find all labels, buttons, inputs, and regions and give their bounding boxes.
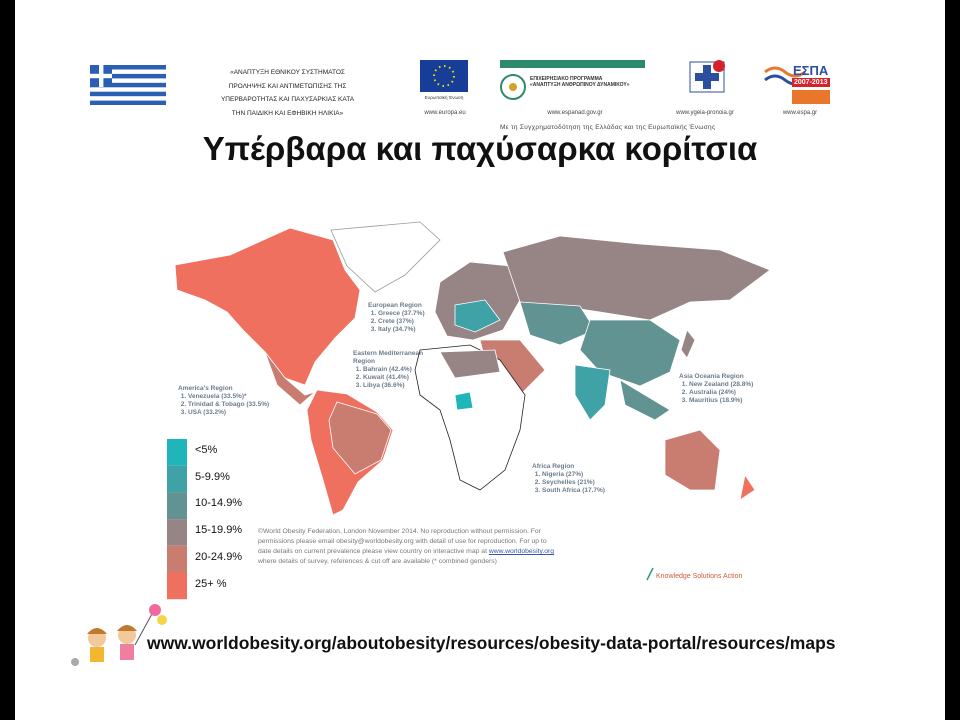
region-list: Greece (37.7%)Crete (37%)Italy (34.7%): [368, 310, 458, 334]
legend-label: 10-14.9%: [195, 497, 243, 510]
graphics: [71, 60, 830, 666]
copyright-link[interactable]: www.worldobesity.org: [488, 548, 555, 555]
region-name: European Region: [368, 302, 422, 309]
espanad-line: «ΑΝΑΠΤΥΞΗ ΑΝΘΡΩΠΙΝΟΥ ΔΥΝΑΜΙΚΟΥ»: [530, 82, 630, 88]
region-item: South Africa (17.7%): [542, 487, 632, 495]
greek-flag: [90, 65, 166, 105]
region-item: Venezuela (33.5%)*: [188, 393, 298, 401]
program-text: «ΑΝΑΠΤΥΞΗ ΕΘΝΙΚΟΥ ΣΥΣΤΗΜΑΤΟΣ ΠΡΟΛΗΨΗΣ ΚΑ…: [180, 66, 395, 120]
india: [574, 364, 611, 421]
region-item: Kuwait (41.4%): [363, 374, 443, 382]
nigeria: [454, 391, 474, 411]
program-line: ΠΡΟΛΗΨΗΣ ΚΑΙ ΑΝΤΙΜΕΤΩΠΙΣΗΣ ΤΗΣ: [228, 82, 347, 90]
legend-swatch: [167, 439, 187, 466]
title: Υπέρβαρα και παχύσαρκα κορίτσια: [202, 130, 758, 167]
copyright-line: where details of survey, references & cu…: [258, 558, 497, 565]
eu-caption: Ευρωπαϊκή Ένωση: [424, 95, 464, 100]
legend-swatch: [167, 465, 187, 493]
legend-label: 20-24.9%: [195, 550, 243, 563]
region-box: Africa RegionNigeria (27%)Seychelles (21…: [532, 463, 632, 495]
legend-swatch: [167, 545, 187, 573]
program-line: ΤΗΝ ΠΑΙΔΙΚΗ ΚΑΙ ΕΦΗΒΙΚΗ ΗΛΙΚΙΑ»: [231, 109, 344, 117]
region-item: Nigeria (27%): [542, 471, 632, 479]
region-box: America's RegionVenezuela (33.5%)*Trinid…: [178, 385, 298, 417]
copyright-text: date details on current prevalence pleas…: [258, 548, 487, 555]
region-item: Libya (36.6%): [363, 382, 443, 390]
region-box: European RegionGreece (37.7%)Crete (37%)…: [368, 302, 458, 334]
espa-name: ΕΣΠΑ: [793, 63, 829, 78]
eu-flag: [420, 60, 468, 92]
region-item: USA (33.2%): [188, 409, 298, 417]
header-link: www.europa.eu: [424, 110, 466, 116]
region-item: Greece (37.7%): [378, 310, 458, 318]
copyright-line: date details on current prevalence pleas…: [258, 547, 554, 557]
se-asia: [619, 379, 671, 421]
europe-teal: [454, 299, 501, 333]
espanad-line: ΕΠΙΧΕΙΡΗΣΙΑΚΟ ΠΡΟΓΡΑΜΜΑ: [530, 76, 603, 82]
espa-logo: [764, 66, 830, 104]
region-name: Eastern Mediterranean Region: [353, 350, 424, 365]
program-line: ΥΠΕΡΒΑΡΟΤΗΤΑΣ ΚΑΙ ΠΑΧΥΣΑΡΚΙΑΣ ΚΑΤΑ: [220, 96, 355, 103]
cofunding: Με τη Συγχρηματοδότηση της Ελλάδας και τ…: [500, 124, 716, 131]
copyright: ©World Obesity Federation, London Novemb…: [258, 527, 554, 567]
region-list: Bahrain (42.4%)Kuwait (41.4%)Libya (36.6…: [353, 366, 443, 390]
region-box: Eastern Mediterranean RegionBahrain (42.…: [353, 350, 443, 390]
region-name: America's Region: [178, 385, 233, 392]
region-name: Africa Region: [532, 463, 575, 470]
central-asia: [519, 301, 596, 346]
legend-swatch: [167, 492, 187, 520]
children-illustration: [71, 604, 167, 666]
espanad-text: ΕΠΙΧΕΙΡΗΣΙΑΚΟ ΠΡΟΓΡΑΜΜΑ «ΑΝΑΠΤΥΞΗ ΑΝΘΡΩΠ…: [530, 76, 630, 88]
credit-mark: [646, 567, 654, 581]
north-africa: [439, 349, 501, 379]
australia: [664, 429, 721, 491]
legend-swatch: [167, 519, 187, 546]
ministry-logo: [689, 60, 725, 93]
legend-label: 25+ %: [195, 577, 227, 590]
north-america: [174, 227, 361, 386]
region-list: New Zealand (28.8%)Australia (24%)Maurit…: [679, 381, 779, 405]
region-item: Crete (37%): [378, 318, 458, 326]
world-map: [174, 221, 771, 516]
region-item: Trinidad & Tobago (33.5%): [188, 401, 298, 409]
credit: Knowledge Solutions Action: [656, 573, 743, 580]
region-item: Mauritius (18.9%): [689, 397, 779, 405]
region-name: Asia Oceania Region: [679, 373, 744, 380]
legend-label: 15-19.9%: [195, 524, 243, 537]
slide: «ΑΝΑΠΤΥΞΗ ΕΘΝΙΚΟΥ ΣΥΣΤΗΜΑΤΟΣ ΠΡΟΛΗΨΗΣ ΚΑ…: [15, 0, 945, 720]
copyright-line: ©World Obesity Federation, London Novemb…: [258, 528, 541, 535]
espanad-logo: [500, 60, 645, 100]
espa-years: 2007-2013: [794, 79, 828, 86]
legend-label: 5-9.9%: [195, 470, 230, 483]
brazil: [328, 401, 392, 475]
central-america: [264, 351, 316, 406]
legend-swatch: [167, 572, 187, 600]
region-box: Asia Oceania RegionNew Zealand (28.8%)Au…: [679, 373, 779, 405]
program-line: «ΑΝΑΠΤΥΞΗ ΕΘΝΙΚΟΥ ΣΥΣΤΗΜΑΤΟΣ: [230, 69, 345, 76]
legend: [167, 439, 187, 600]
header-link: www.espa.gr: [782, 110, 818, 116]
region-item: Australia (24%): [689, 389, 779, 397]
region-item: New Zealand (28.8%): [689, 381, 779, 389]
copyright-line: permissions please email obesity@worldob…: [258, 538, 547, 545]
region-item: Italy (34.7%): [378, 326, 458, 334]
header-link: www.espanad.gov.gr: [547, 110, 603, 116]
africa: [414, 344, 526, 491]
source-url: www.worldobesity.org/aboutobesity/resour…: [147, 633, 836, 653]
region-list: Venezuela (33.5%)*Trinidad & Tobago (33.…: [178, 393, 298, 417]
header-link: www.ygeia-pronoia.gr: [676, 110, 734, 116]
japan: [680, 329, 696, 359]
region-item: Seychelles (21%): [542, 479, 632, 487]
region-list: Nigeria (27%)Seychelles (21%)South Afric…: [532, 471, 632, 495]
new-zealand: [739, 473, 756, 501]
region-item: Bahrain (42.4%): [363, 366, 443, 374]
greenland: [330, 221, 441, 293]
legend-label: <5%: [195, 444, 218, 456]
